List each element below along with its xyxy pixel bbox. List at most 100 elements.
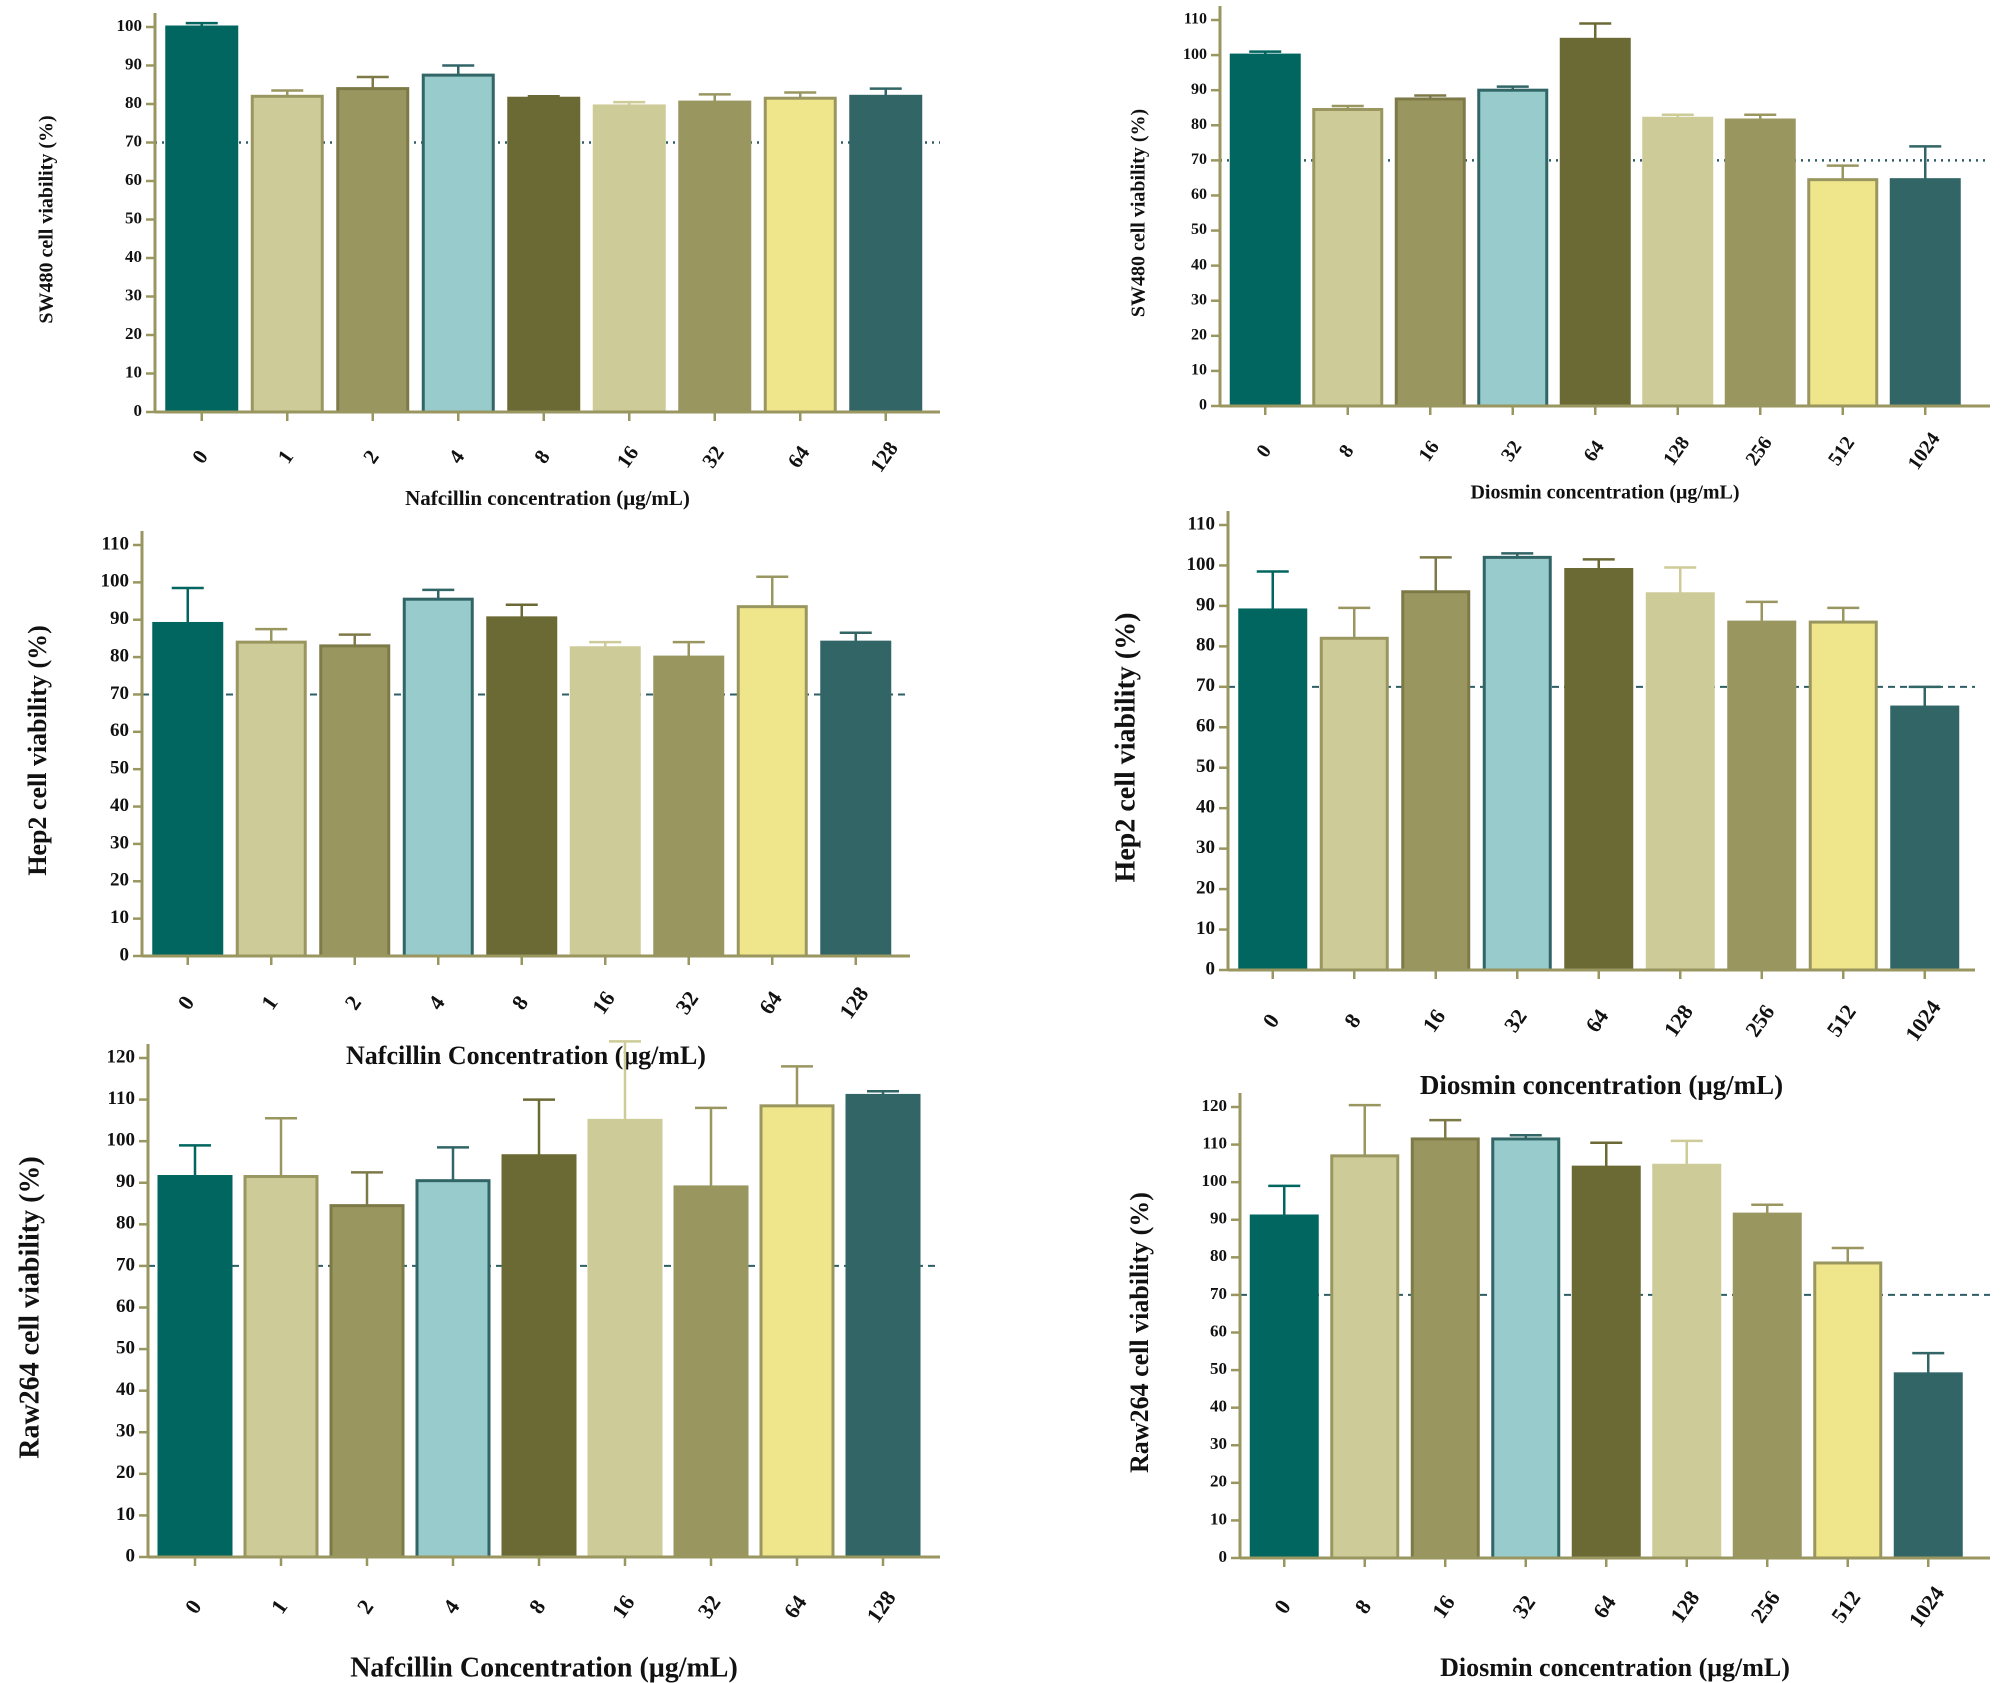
bar-256 [1732,1212,1802,1560]
bar-32 [673,1185,749,1559]
y-axis-title: Raw264 cell viability (%) [1125,1192,1154,1473]
x-tick-label: 256 [1746,1586,1785,1627]
y-tick-label: 40 [1196,797,1215,818]
x-tick-label: 0 [187,446,213,468]
y-tick-label: 90 [1196,594,1215,615]
bar-1 [243,1175,319,1559]
chart-panel-raw264-diosmin: 0 8 16 32 64 128 256 512 1024 0 10 20 30 40 50 60 70 80 90… [1125,1093,1990,1682]
x-axis-title: Nafcillin Concentration (μg/mL) [350,1652,738,1683]
x-tick-label: 512 [1824,433,1859,470]
bar-64 [763,96,837,414]
bar-512 [1813,1261,1883,1560]
x-tick-label: 2 [339,991,366,1014]
x-tick-label: 128 [861,1586,900,1627]
y-tick-label: 70 [1210,1284,1227,1303]
y-axis-title: SW480 cell viability (%) [36,115,58,323]
y-tick-label: 20 [1191,326,1207,343]
bar-0 [1249,1214,1319,1560]
y-tick-label: 100 [117,16,143,35]
x-tick-label: 128 [834,982,873,1023]
bar-8 [1312,107,1384,408]
y-tick-label: 60 [1191,186,1207,203]
bar-0 [165,25,239,414]
y-tick-label: 10 [116,1504,135,1525]
x-tick-label: 16 [1414,437,1443,466]
x-tick-label: 32 [1499,1004,1532,1036]
y-tick-label: 90 [116,1171,135,1192]
x-tick-label: 32 [692,1590,725,1622]
y-tick-label: 100 [107,1130,136,1151]
x-tick-label: 16 [1427,1590,1460,1622]
y-tick-label: 80 [116,1213,135,1234]
x-tick-label: 128 [1659,433,1694,470]
y-tick-label: 10 [110,907,129,928]
bar-128 [845,1093,921,1559]
bar-1024 [1890,705,1960,972]
x-tick-label: 1 [266,1595,293,1618]
bar-16 [1401,590,1471,972]
x-tick-label: 4 [423,991,450,1014]
bar-64 [1564,568,1634,972]
bar-64 [1571,1165,1641,1560]
y-axis-title: Hep2 cell viability (%) [23,625,52,876]
x-tick-label: 64 [783,441,815,472]
y-tick-label: 30 [125,285,142,304]
x-tick-label: 8 [506,991,533,1014]
y-tick-label: 10 [1191,362,1207,379]
x-tick-label: 8 [1335,441,1359,462]
y-tick-label: 20 [110,870,129,891]
y-tick-label: 110 [108,1088,135,1109]
y-tick-label: 110 [102,533,129,554]
x-tick-label: 2 [358,446,384,468]
y-tick-label: 90 [125,54,142,73]
y-tick-label: 30 [1191,291,1207,308]
y-tick-label: 20 [125,324,142,343]
bar-1024 [1893,1372,1963,1560]
x-axis-title: Diosmin concentration (μg/mL) [1470,482,1739,504]
y-axis-title: Hep2 cell viability (%) [1110,613,1141,883]
y-tick-label: 50 [1196,756,1215,777]
x-tick-label: 2 [352,1595,379,1618]
bar-8 [1319,636,1389,972]
x-tick-label: 1024 [1903,1581,1949,1631]
y-tick-label: 50 [116,1337,135,1358]
bar-64 [736,605,808,958]
x-tick-label: 256 [1741,433,1776,470]
bar-128 [1652,1163,1722,1560]
x-tick-label: 1024 [1904,429,1945,474]
y-tick-label: 40 [1210,1397,1227,1416]
x-tick-label: 8 [524,1595,551,1618]
y-tick-label: 0 [120,944,130,965]
y-tick-label: 10 [1210,1509,1227,1528]
y-tick-label: 100 [101,571,130,592]
x-tick-label: 128 [1665,1586,1704,1627]
x-axis-title: Nafcillin concentration (μg/mL) [405,486,690,510]
chart-panel-hep2-nafcillin: 0 1 2 4 8 16 32 64 128 0 10 20 30 40 50 60 70 80 90 100 110 H… [23,531,910,1070]
y-tick-label: 90 [1191,81,1207,98]
bar-16 [1394,97,1466,408]
x-tick-label: 4 [438,1595,465,1618]
y-tick-label: 30 [116,1421,135,1442]
bar-8 [507,96,581,414]
chart-panel-sw480-diosmin: 0 8 16 32 64 128 256 512 1024 0 10 20 30 40 50 60 70 80 90… [1128,6,1990,504]
bar-2 [329,1204,405,1559]
y-tick-label: 40 [116,1379,135,1400]
x-tick-label: 16 [612,441,644,472]
y-tick-label: 40 [110,795,129,816]
bar-32 [653,655,725,958]
bar-1 [235,640,307,958]
x-tick-label: 128 [1659,1000,1698,1041]
y-tick-label: 0 [134,401,143,420]
bar-64 [759,1104,835,1559]
bar-16 [569,646,641,958]
y-tick-label: 90 [110,608,129,629]
bar-128 [849,94,923,414]
y-tick-label: 60 [110,720,129,741]
y-tick-label: 20 [116,1462,135,1483]
y-tick-label: 100 [1187,554,1216,575]
x-tick-label: 16 [587,986,620,1018]
x-tick-label: 0 [180,1595,207,1618]
x-tick-label: 64 [1580,1004,1613,1036]
y-tick-label: 50 [125,208,142,227]
